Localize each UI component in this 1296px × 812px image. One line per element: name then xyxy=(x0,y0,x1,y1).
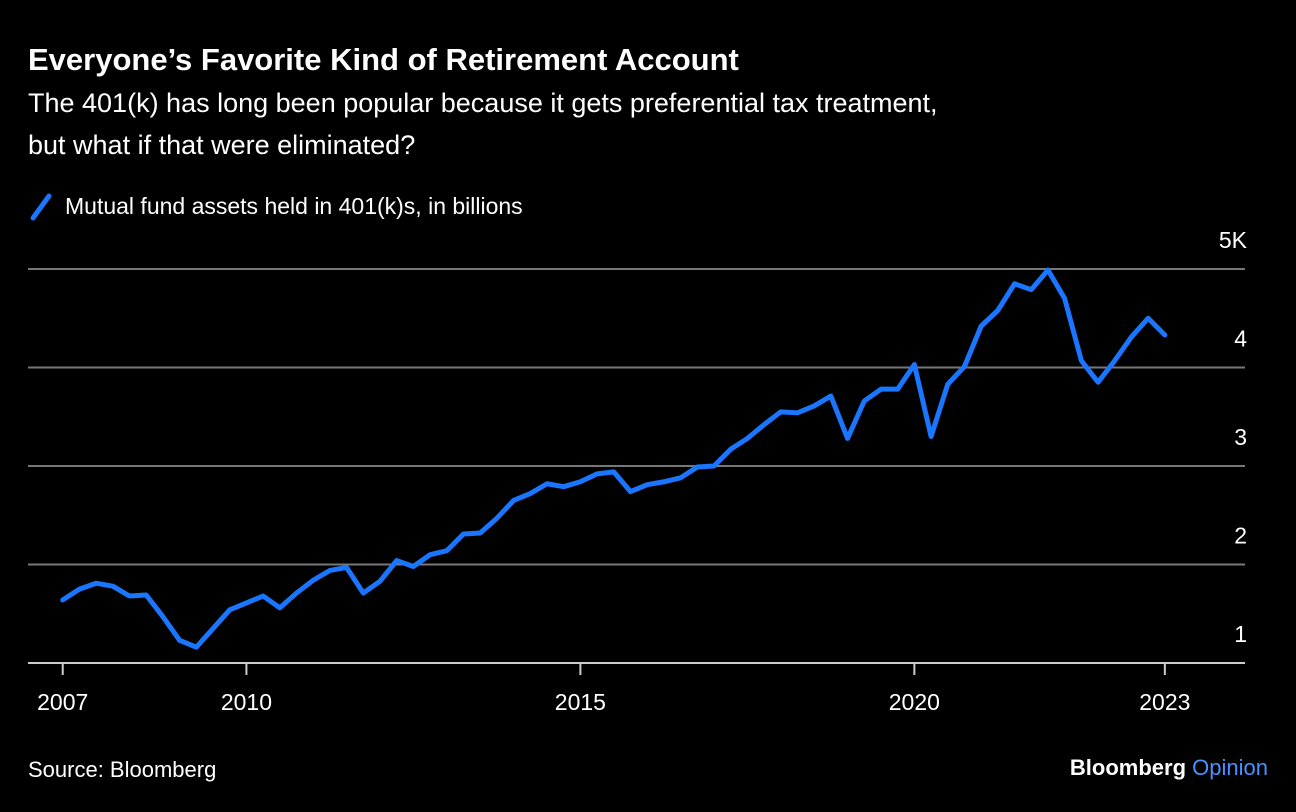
legend-swatch xyxy=(30,193,52,221)
y-tick-label: 1 xyxy=(1234,621,1247,647)
legend-label: Mutual fund assets held in 401(k)s, in b… xyxy=(65,193,523,219)
x-tick-label: 2023 xyxy=(1139,689,1190,715)
x-tick-label: 2010 xyxy=(221,689,272,715)
x-tick-label: 2007 xyxy=(37,689,88,715)
y-tick-label: 2 xyxy=(1234,523,1247,549)
y-tick-label: 4 xyxy=(1234,326,1247,352)
chart-subtitle: The 401(k) has long been popular because… xyxy=(28,88,938,118)
data-line xyxy=(60,267,1168,650)
y-tick-label: 5K xyxy=(1219,227,1248,253)
x-tick-label: 2015 xyxy=(555,689,606,715)
chart-subtitle: but what if that were eliminated? xyxy=(28,130,415,160)
brand-name: Bloomberg xyxy=(1070,755,1186,780)
brand-section: Opinion xyxy=(1192,755,1268,780)
x-tick-label: 2020 xyxy=(889,689,940,715)
chart-title: Everyone’s Favorite Kind of Retirement A… xyxy=(28,42,739,77)
y-tick-label: 3 xyxy=(1234,424,1247,450)
source: Source: Bloomberg xyxy=(28,757,216,782)
brand: Bloomberg Opinion xyxy=(1070,755,1268,780)
